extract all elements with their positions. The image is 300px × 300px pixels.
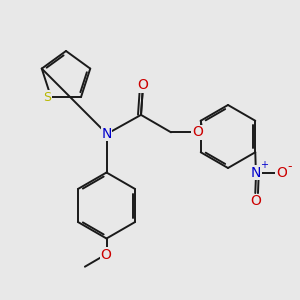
Text: O: O [276,166,287,180]
Text: O: O [250,194,261,208]
Text: -: - [287,160,292,172]
Text: O: O [192,125,203,139]
Text: N: N [101,127,112,140]
Text: O: O [137,78,148,92]
Text: +: + [260,160,268,170]
Text: S: S [44,91,51,103]
Text: O: O [100,248,111,262]
Text: N: N [251,166,261,180]
